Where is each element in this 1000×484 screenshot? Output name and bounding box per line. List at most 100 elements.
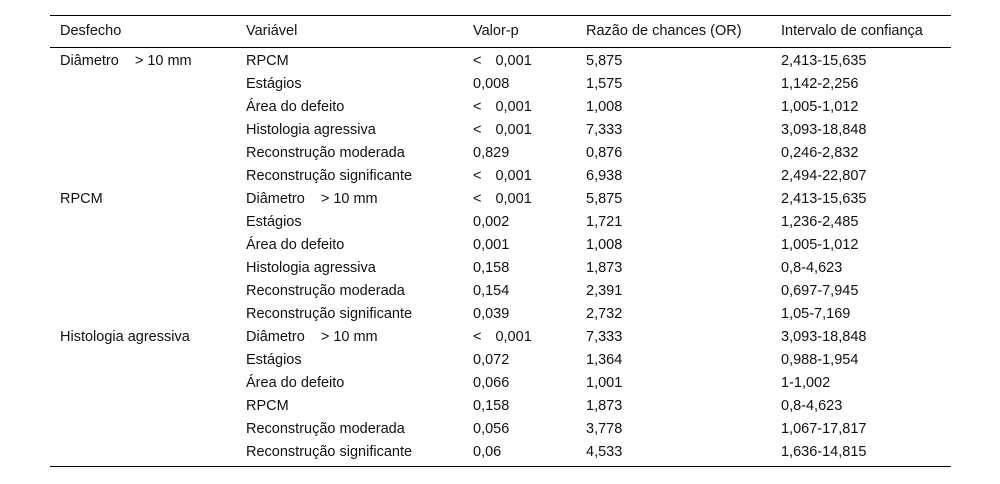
p-value: 0,008 [473,76,510,92]
variable-label: Reconstrução moderada [246,145,405,161]
table-row: Estágios 0,008 1,575 1,142-2,256 [50,73,951,96]
table-row: Reconstrução moderada 0,829 0,876 0,246-2,8… [50,142,951,165]
cell-desfecho [50,211,246,234]
cell-variavel: Área do defeito [246,372,473,395]
variable-threshold: > 10 mm [320,329,378,345]
cell-odds-ratio: 0,876 [586,145,623,161]
cell-odds-ratio: 1,575 [586,76,623,92]
cell-odds-ratio: 6,938 [586,168,623,184]
cell-desfecho [50,418,246,441]
table-row: Reconstrução significante <0,001 6,938 2,49… [50,165,951,188]
cell-variavel: Estágios [246,73,473,96]
cell-desfecho [50,395,246,418]
variable-label: RPCM [246,398,289,414]
p-value: 0,001 [495,99,532,115]
p-value: 0,001 [495,191,532,207]
cell-odds-ratio: 1,364 [586,352,623,368]
cell-confidence-interval: 1,005-1,012 [781,99,859,115]
cell-confidence-interval: 0,8-4,623 [781,260,843,276]
table-row: Diâmetro > 10 mm RPCM <0,001 5,875 2,413-15,6… [50,48,951,74]
p-value: 0,001 [473,237,510,253]
p-value: 0,001 [495,329,532,345]
table-row: RPCM Diâmetro > 10 mm <0,001 5,875 2,413-15,6… [50,188,951,211]
table-header: Desfecho Variável Valor-p Razão de chanc… [50,15,951,48]
p-prefix: < [473,99,482,115]
variable-label: Estágios [246,352,302,368]
cell-confidence-interval: 1,236-2,485 [781,214,859,230]
cell-variavel: Reconstrução moderada [246,280,473,303]
cell-variavel: Reconstrução moderada [246,418,473,441]
variable-label: Diâmetro [246,191,305,207]
cell-desfecho: Diâmetro > 10 mm [50,48,246,74]
cell-valor-p: 0,158 [473,395,586,418]
table-row: Reconstrução moderada 0,056 3,778 1,067-17,… [50,418,951,441]
table-body: Diâmetro > 10 mm RPCM <0,001 5,875 2,413-15,6… [50,48,951,467]
outcome-label: Diâmetro [60,53,119,69]
table-row: Histologia agressiva <0,001 7,333 3,093-18,… [50,119,951,142]
cell-confidence-interval: 1,636-14,815 [781,444,867,460]
cell-valor-p: 0,002 [473,211,586,234]
cell-desfecho [50,280,246,303]
table-row: Área do defeito <0,001 1,008 1,005-1,012 [50,96,951,119]
cell-variavel: Reconstrução moderada [246,142,473,165]
cell-odds-ratio: 1,873 [586,260,623,276]
cell-valor-p: 0,154 [473,280,586,303]
variable-threshold: > 10 mm [320,191,378,207]
variable-label: RPCM [246,53,289,69]
cell-valor-p: 0,829 [473,142,586,165]
cell-variavel: RPCM [246,395,473,418]
cell-confidence-interval: 3,093-18,848 [781,329,867,345]
cell-valor-p: 0,039 [473,303,586,326]
cell-desfecho [50,73,246,96]
p-prefix: < [473,122,482,138]
cell-variavel: Reconstrução significante [246,441,473,467]
outcome-threshold: > 10 mm [134,53,192,69]
table-row: Histologia agressiva 0,158 1,873 0,8-4,623 [50,257,951,280]
p-prefix: < [473,329,482,345]
variable-label: Estágios [246,76,302,92]
cell-odds-ratio: 1,001 [586,375,623,391]
variable-label: Diâmetro [246,329,305,345]
header-valor-p: Valor-p [473,23,519,39]
variable-label: Reconstrução significante [246,168,413,184]
cell-valor-p: <0,001 [473,188,586,211]
cell-confidence-interval: 1-1,002 [781,375,831,391]
cell-variavel: Diâmetro > 10 mm [246,188,473,211]
cell-desfecho: RPCM [50,188,246,211]
cell-desfecho [50,257,246,280]
header-intervalo-de-confianca: Intervalo de confiança [781,23,923,39]
header-variavel: Variável [246,23,298,39]
p-value: 0,001 [495,168,532,184]
cell-confidence-interval: 0,988-1,954 [781,352,859,368]
p-prefix: < [473,168,482,184]
outcome-label: Histologia agressiva [60,329,190,345]
cell-valor-p: <0,001 [473,48,586,74]
table-row: Estágios 0,072 1,364 0,988-1,954 [50,349,951,372]
table-row: Reconstrução significante 0,039 2,732 1,05-… [50,303,951,326]
cell-valor-p: <0,001 [473,326,586,349]
cell-desfecho [50,142,246,165]
cell-variavel: RPCM [246,48,473,74]
p-value: 0,829 [473,145,510,161]
cell-variavel: Estágios [246,211,473,234]
cell-valor-p: 0,001 [473,234,586,257]
cell-valor-p: 0,072 [473,349,586,372]
cell-confidence-interval: 2,413-15,635 [781,53,867,69]
table-row: Área do defeito 0,001 1,008 1,005-1,012 [50,234,951,257]
variable-label: Histologia agressiva [246,260,376,276]
cell-odds-ratio: 1,873 [586,398,623,414]
cell-confidence-interval: 1,142-2,256 [781,76,859,92]
cell-valor-p: 0,06 [473,441,586,467]
cell-variavel: Estágios [246,349,473,372]
p-value: 0,001 [495,53,532,69]
cell-variavel: Histologia agressiva [246,257,473,280]
p-value: 0,002 [473,214,510,230]
cell-confidence-interval: 1,067-17,817 [781,421,867,437]
cell-valor-p: 0,056 [473,418,586,441]
p-value: 0,158 [473,260,510,276]
cell-desfecho [50,372,246,395]
cell-confidence-interval: 3,093-18,848 [781,122,867,138]
variable-label: Reconstrução significante [246,444,413,460]
cell-confidence-interval: 0,246-2,832 [781,145,859,161]
cell-variavel: Área do defeito [246,234,473,257]
